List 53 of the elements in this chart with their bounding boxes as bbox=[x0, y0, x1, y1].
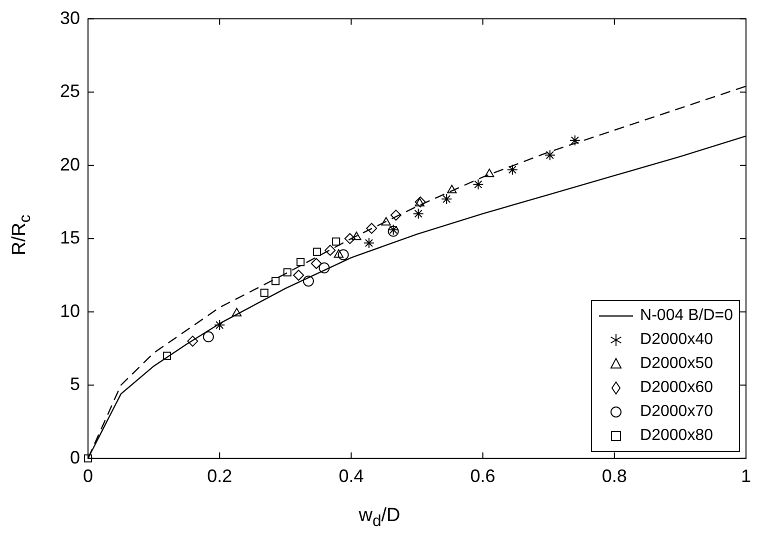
y-tick-label: 0 bbox=[70, 447, 80, 468]
point bbox=[232, 308, 242, 316]
legend-label: D2000x70 bbox=[640, 403, 713, 422]
point bbox=[302, 276, 314, 287]
point bbox=[293, 270, 304, 281]
y-tick-label: 20 bbox=[60, 154, 80, 174]
y-tick-label: 30 bbox=[60, 8, 80, 28]
point bbox=[324, 244, 336, 256]
y-tick-label: 25 bbox=[60, 81, 80, 102]
point bbox=[272, 277, 280, 286]
point bbox=[366, 222, 378, 234]
y-tick-label: 10 bbox=[60, 300, 80, 321]
x-tick-label: 0.6 bbox=[470, 466, 496, 486]
point bbox=[381, 216, 391, 226]
point bbox=[260, 288, 268, 297]
point bbox=[390, 210, 402, 221]
x-tick-label: 1 bbox=[740, 466, 751, 486]
point bbox=[441, 194, 452, 205]
point bbox=[187, 336, 198, 347]
point bbox=[312, 248, 322, 256]
point bbox=[484, 168, 494, 178]
x-tick-label: 0.2 bbox=[207, 466, 232, 486]
point bbox=[202, 331, 214, 342]
x-axis-title: w$_{d}$/D bbox=[358, 505, 402, 531]
point bbox=[344, 233, 356, 244]
x-tick-label: 0.4 bbox=[338, 466, 364, 486]
point bbox=[318, 262, 330, 274]
legend-label: D2000x40 bbox=[640, 331, 713, 350]
point bbox=[332, 237, 340, 246]
point bbox=[84, 454, 92, 462]
point bbox=[296, 258, 305, 266]
legend-label: D2000x50 bbox=[640, 355, 713, 374]
point bbox=[412, 208, 424, 220]
y-tick-label: 15 bbox=[60, 228, 80, 248]
point bbox=[363, 237, 374, 248]
point bbox=[447, 184, 457, 194]
point bbox=[338, 249, 349, 260]
point bbox=[162, 352, 172, 360]
point bbox=[352, 232, 362, 240]
point bbox=[334, 249, 344, 258]
point bbox=[310, 258, 322, 270]
x-tick-label: 0 bbox=[83, 466, 94, 486]
point bbox=[569, 134, 580, 146]
point bbox=[472, 178, 484, 190]
legend-label: N-004 B/D=0 bbox=[640, 307, 733, 326]
point bbox=[214, 320, 226, 331]
point bbox=[506, 164, 518, 176]
legend-label: D2000x80 bbox=[640, 427, 713, 446]
point bbox=[283, 268, 292, 276]
y-tick-label: 5 bbox=[70, 374, 80, 394]
x-tick-label: 0.8 bbox=[602, 466, 627, 486]
legend-label: D2000x60 bbox=[640, 379, 713, 398]
point bbox=[544, 150, 556, 161]
